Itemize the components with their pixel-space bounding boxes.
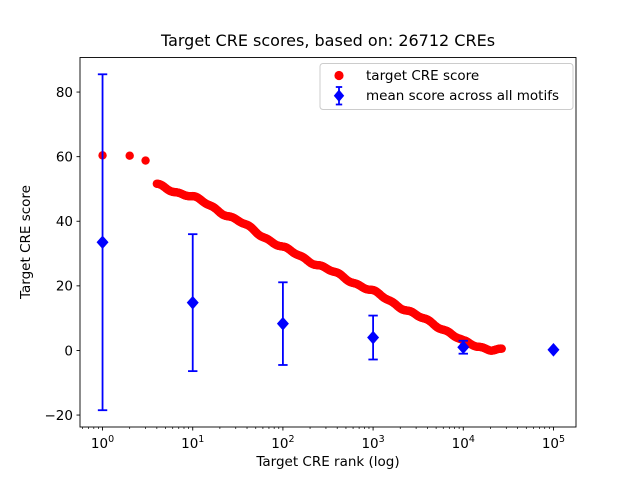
y-axis-label: Target CRE score (18, 185, 34, 300)
series-target-cre-score (98, 151, 506, 355)
x-tick-label: 103 (361, 434, 384, 452)
mean-diamond-marker (276, 316, 289, 331)
legend-label-mean-score: mean score across all motifs (366, 88, 559, 104)
x-axis-major-ticks (102, 427, 554, 431)
scatter-point (141, 156, 150, 165)
legend-label-target-cre-score: target CRE score (366, 68, 479, 84)
scatter-point (125, 151, 134, 160)
mean-point-group (96, 73, 109, 412)
x-tick-label: 101 (181, 434, 204, 452)
mean-diamond-marker (457, 340, 470, 355)
mean-diamond-marker (96, 235, 109, 250)
mean-diamond-marker (547, 343, 560, 357)
x-axis-minor-ticks (82, 427, 550, 429)
y-tick-label: 20 (56, 279, 73, 295)
red-circle-marker-icon (334, 70, 344, 81)
mean-point-group (367, 314, 380, 361)
y-tick-label: −20 (45, 408, 74, 424)
legend-entry-mean-score: mean score across all motifs (333, 86, 559, 106)
y-tick-label: 80 (56, 85, 73, 101)
x-axis-label: Target CRE rank (log) (255, 454, 399, 470)
mean-diamond-marker (367, 330, 380, 345)
chart-title: Target CRE scores, based on: 26712 CREs (160, 31, 495, 50)
y-axis-ticks (76, 91, 80, 416)
x-tick-label: 105 (542, 434, 565, 452)
mean-point-group (186, 233, 199, 373)
mean-diamond-marker (186, 295, 199, 310)
y-axis-tick-labels: −20 0 20 40 60 80 (45, 85, 74, 424)
plot-area-border (79, 57, 577, 428)
mean-point-group (457, 339, 470, 355)
blue-diamond-marker-icon (333, 89, 345, 102)
mean-point-group (276, 281, 289, 366)
x-tick-label: 102 (271, 434, 294, 452)
series-mean-score-motifs (96, 73, 560, 412)
y-tick-label: 60 (56, 149, 73, 165)
mean-point-group (547, 343, 560, 357)
scatter-point (497, 344, 506, 353)
y-tick-label: 0 (64, 343, 73, 359)
y-tick-label: 40 (56, 214, 73, 230)
x-axis-tick-labels: 100 101 102 103 104 105 (91, 434, 565, 452)
x-tick-label: 100 (91, 434, 114, 452)
legend: target CRE score mean score across all m… (319, 63, 574, 110)
legend-entry-target-cre-score: target CRE score (334, 68, 479, 84)
x-tick-label: 104 (452, 434, 475, 452)
legend-box (319, 63, 574, 110)
